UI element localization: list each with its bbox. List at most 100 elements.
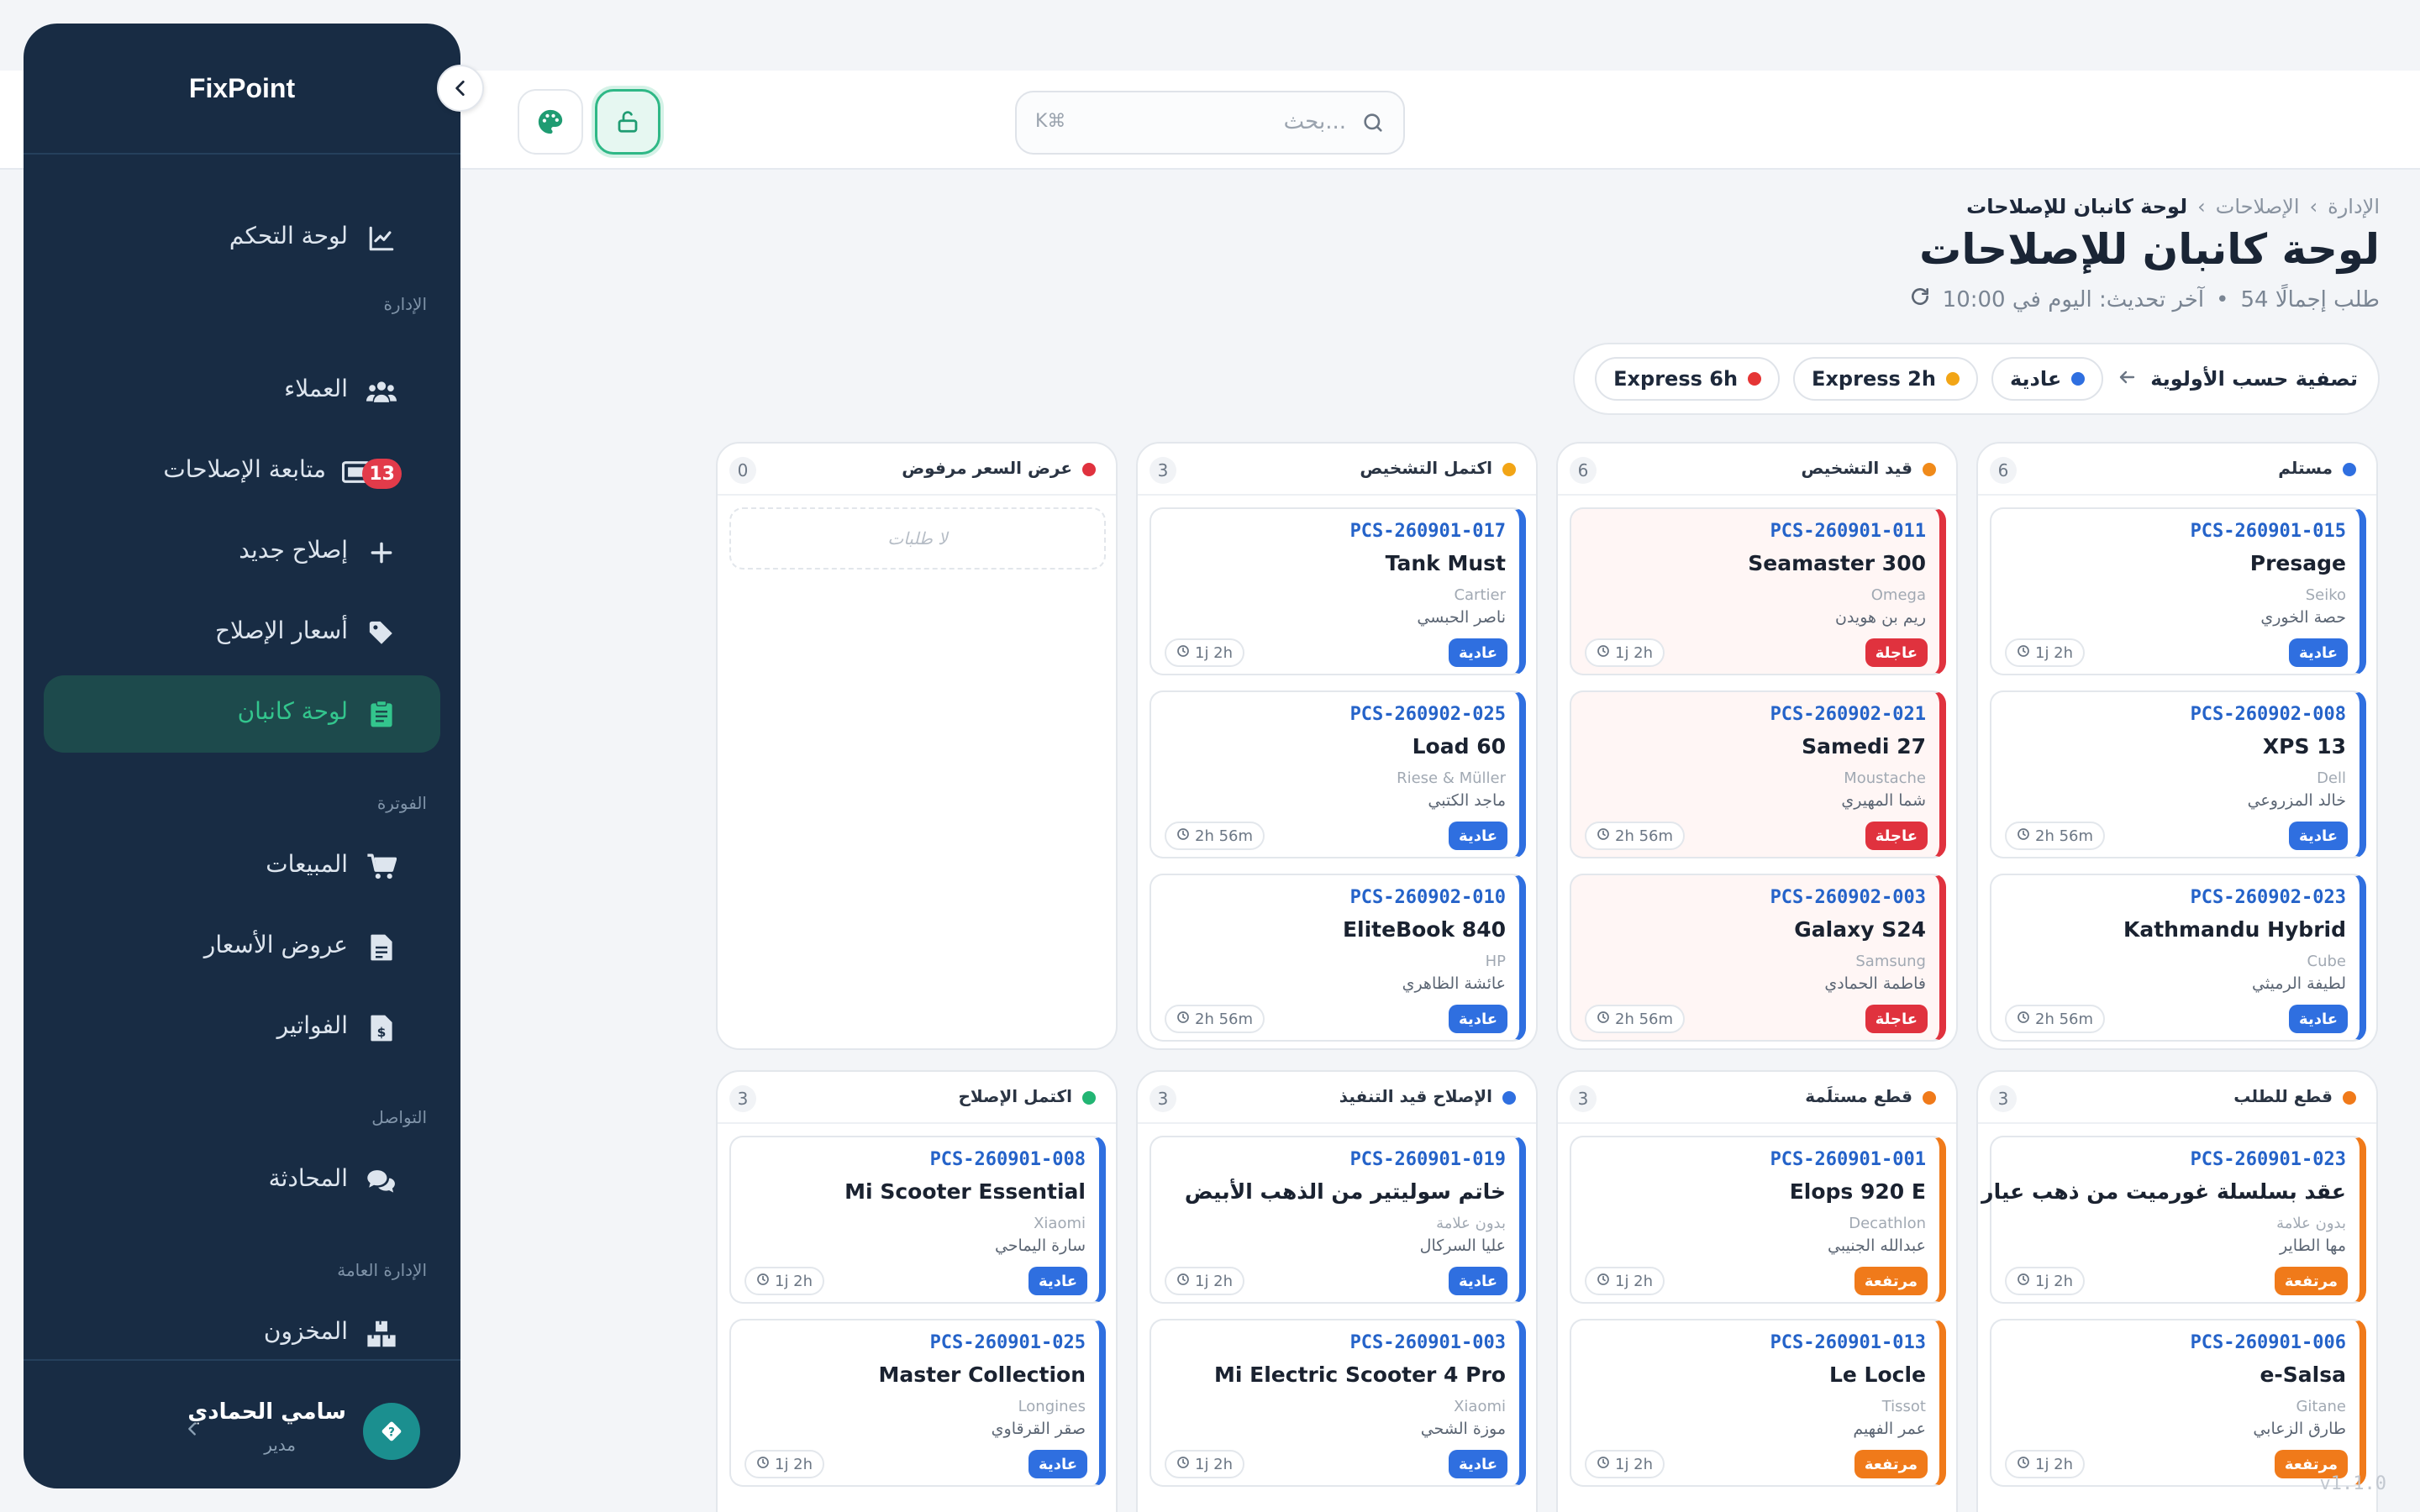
- client-name: ناصر الحبسي: [1417, 608, 1506, 627]
- priority-badge: عادية: [1449, 822, 1507, 850]
- sidebar-item-new-repair[interactable]: إصلاح جديد: [44, 514, 440, 591]
- repair-ref[interactable]: PCS-260901-017: [1349, 521, 1506, 542]
- repair-ref[interactable]: PCS-260901-006: [2190, 1332, 2346, 1353]
- device-model: Kathmandu Hybrid: [2123, 917, 2346, 942]
- repair-card[interactable]: PCS-260902-008 XPS 13 Dell خالد المزروعي عاد…: [1990, 690, 2366, 858]
- repair-ref[interactable]: PCS-260901-015: [2190, 521, 2346, 542]
- repair-card[interactable]: PCS-260901-017 Tank Must Cartier ناصر الحبس…: [1150, 507, 1526, 675]
- status-dot: [1502, 1091, 1516, 1105]
- repair-card[interactable]: PCS-260901-023 عقد بسلسلة غورميت من ذهب ع…: [1978, 1136, 2366, 1304]
- sidebar-item-sales[interactable]: المبيعات: [44, 828, 440, 906]
- device-model: Seamaster 300: [1748, 551, 1926, 575]
- sidebar-item-quotes[interactable]: عروض الأسعار: [44, 909, 440, 986]
- refresh-icon[interactable]: [1909, 286, 1931, 313]
- column-title: قيد التشخيص: [1801, 458, 1912, 478]
- column-title: عرض السعر مرفوض: [902, 458, 1072, 478]
- repair-card[interactable]: PCS-260901-011 Seamaster 300 Omega ريم بن ه…: [1570, 507, 1946, 675]
- client-name: شما المهيري: [1841, 791, 1926, 810]
- repair-ref[interactable]: PCS-260902-023: [2190, 887, 2346, 908]
- sidebar-item-kanban[interactable]: لوحة كانبان: [44, 675, 440, 753]
- sidebar-item-stock[interactable]: المخزون: [44, 1295, 440, 1373]
- chip-label: Express 2h: [1812, 367, 1936, 391]
- elapsed-time: 2h 56m: [2005, 822, 2106, 850]
- filter-chip-express-2h[interactable]: Express 2h: [1793, 357, 1978, 401]
- client-name: صقر القرقاوي: [991, 1420, 1086, 1438]
- repair-ref[interactable]: PCS-260902-003: [1770, 887, 1926, 908]
- client-name: عليا السركال: [1419, 1236, 1506, 1255]
- column-count: 6: [1570, 457, 1597, 484]
- clock-icon: [2017, 827, 2030, 845]
- total-requests: 54 طلب إجمالًا: [2240, 286, 2380, 312]
- sidebar-item-dashboard[interactable]: لوحة التحكم: [44, 200, 440, 277]
- priority-badge: عادية: [2289, 638, 2348, 667]
- repair-ref[interactable]: PCS-260901-019: [1349, 1149, 1506, 1170]
- column-title: اكتمل الإصلاح: [958, 1086, 1072, 1106]
- repair-card[interactable]: PCS-260901-019 خاتم سوليتير من الذهب الأب…: [1150, 1136, 1526, 1304]
- repair-ref[interactable]: PCS-260901-013: [1770, 1332, 1926, 1353]
- elapsed-time: 2h 56m: [1585, 1005, 1686, 1033]
- repair-ref[interactable]: PCS-260902-008: [2190, 704, 2346, 725]
- elapsed-time-value: 1j 2h: [1195, 1455, 1234, 1473]
- repair-card[interactable]: PCS-260901-003 Mi Electric Scooter 4 Pro X…: [1150, 1319, 1526, 1487]
- repair-card[interactable]: PCS-260902-023 Kathmandu Hybrid Cube لطيفة …: [1990, 874, 2366, 1042]
- elapsed-time: 2h 56m: [1165, 822, 1265, 850]
- repair-card[interactable]: PCS-260902-025 Load 60 Riese & Müller ماجد …: [1150, 690, 1526, 858]
- separator-dot: •: [2216, 286, 2229, 312]
- svg-text:$: $: [377, 1025, 387, 1040]
- user-menu[interactable]: ? سامي الحمادي مدير: [24, 1359, 460, 1488]
- column-header: اكتمل التشخيص 3: [1138, 444, 1536, 496]
- sidebar-item-invoices[interactable]: $ الفواتير: [44, 990, 440, 1067]
- clock-icon: [756, 1456, 770, 1473]
- repair-card[interactable]: PCS-260901-025 Master Collection Longines ص…: [729, 1319, 1106, 1487]
- lock-toggle-button[interactable]: [595, 89, 660, 155]
- breadcrumb-item[interactable]: الإدارة: [2328, 195, 2380, 218]
- sidebar-item-chat[interactable]: المحادثة: [44, 1142, 440, 1220]
- repair-ref[interactable]: PCS-260902-025: [1349, 704, 1506, 725]
- filter-chip-express-6h[interactable]: Express 6h: [1595, 357, 1781, 401]
- repair-card[interactable]: PCS-260902-003 Galaxy S24 Samsung فاطمة الح…: [1570, 874, 1946, 1042]
- repair-ref[interactable]: PCS-260901-008: [929, 1149, 1086, 1170]
- repair-card[interactable]: PCS-260902-021 Samedi 27 Moustache شما المه…: [1570, 690, 1946, 858]
- status-dot: [1082, 1091, 1096, 1105]
- repair-card[interactable]: PCS-260901-001 Elops 920 E Decathlon عبدالل…: [1570, 1136, 1946, 1304]
- clock-icon: [1597, 1456, 1610, 1473]
- clipboard-list-icon: [366, 699, 397, 729]
- client-name: حصة الخوري: [2260, 608, 2346, 627]
- client-name: ماجد الكتبي: [1428, 791, 1506, 810]
- elapsed-time-value: 1j 2h: [2035, 1272, 2074, 1290]
- repair-ref[interactable]: PCS-260901-025: [929, 1332, 1086, 1353]
- search-input[interactable]: K⌘ بحث...: [1015, 91, 1405, 155]
- client-name: لطيفة الرميثي: [2252, 974, 2346, 993]
- sidebar-item-repair-prices[interactable]: أسعار الإصلاح: [44, 595, 440, 672]
- repair-ref[interactable]: PCS-260901-001: [1770, 1149, 1926, 1170]
- repair-card[interactable]: PCS-260901-006 e-Salsa Gitane طارق الزعابي م…: [1990, 1319, 2366, 1487]
- theme-button[interactable]: [518, 89, 583, 155]
- app-logo: FixPoint: [24, 24, 460, 155]
- repair-card[interactable]: PCS-260902-010 EliteBook 840 HP عائشة الظاه…: [1150, 874, 1526, 1042]
- repair-ref[interactable]: PCS-260902-021: [1770, 704, 1926, 725]
- sidebar-item-clients[interactable]: العملاء: [44, 353, 440, 430]
- status-dot: [2343, 1091, 2356, 1105]
- breadcrumb-item[interactable]: الإصلاحات: [2215, 195, 2300, 218]
- repair-ref[interactable]: PCS-260901-023: [2190, 1149, 2346, 1170]
- status-dot: [1923, 1091, 1936, 1105]
- users-icon: [366, 376, 397, 407]
- sidebar-collapse-button[interactable]: [437, 65, 484, 112]
- repair-ref[interactable]: PCS-260901-011: [1770, 521, 1926, 542]
- device-brand: Riese & Müller: [1397, 769, 1506, 787]
- filter-chip-normal[interactable]: عادية: [1991, 357, 2104, 401]
- repair-ref[interactable]: PCS-260902-010: [1349, 887, 1506, 908]
- sidebar-item-label: عروض الأسعار: [203, 931, 348, 958]
- clock-icon: [2017, 1273, 2030, 1290]
- column-count: 3: [1150, 1085, 1176, 1112]
- elapsed-time-value: 1j 2h: [1615, 1272, 1654, 1290]
- section-label-general-admin: الإدارة العامة: [337, 1260, 427, 1280]
- repairs-count-badge: 13: [362, 459, 402, 489]
- repair-card[interactable]: PCS-260901-008 Mi Scooter Essential Xiaomi…: [729, 1136, 1106, 1304]
- device-model: Tank Must: [1385, 551, 1506, 575]
- kanban-column: اكتمل التشخيص 3 PCS-260901-017 Tank Must Car…: [1136, 442, 1538, 1050]
- repair-card[interactable]: PCS-260901-015 Presage Seiko حصة الخوري عادي…: [1990, 507, 2366, 675]
- repair-ref[interactable]: PCS-260901-003: [1349, 1332, 1506, 1353]
- repair-card[interactable]: PCS-260901-013 Le Locle Tissot عمر الفهيم مر…: [1570, 1319, 1946, 1487]
- sidebar-item-repairs-tracking[interactable]: 13 متابعة الإصلاحات: [44, 433, 440, 511]
